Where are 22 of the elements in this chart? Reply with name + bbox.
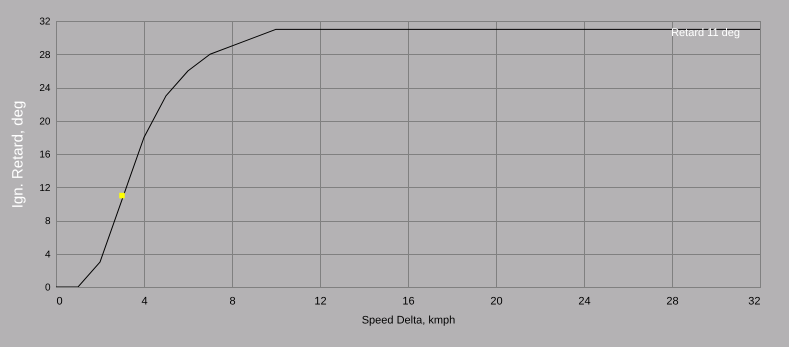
x-tick-label: 16 (402, 296, 415, 308)
y-tick-label: 0 (44, 282, 51, 294)
y-axis-title: Ign. Retard, deg (9, 100, 26, 208)
line-series (56, 28, 760, 287)
x-tick-label: 24 (578, 296, 591, 308)
y-tick-label: 28 (39, 50, 51, 61)
y-tick-label: 20 (39, 116, 51, 128)
y-tick-label: 12 (39, 182, 51, 194)
x-tick-label: 28 (666, 296, 679, 308)
x-tick-label: 32 (748, 296, 760, 308)
x-tick-label: 12 (314, 296, 327, 308)
y-tick-label: 16 (39, 150, 51, 160)
x-tick-label: 0 (56, 296, 63, 308)
x-tick-label: 8 (229, 296, 236, 308)
y-tick-label: 8 (44, 216, 51, 227)
x-tick-label: 4 (141, 296, 148, 308)
x-axis-title: Speed Delta, kmph (362, 314, 456, 326)
y-tick-label: 24 (39, 83, 51, 94)
x-tick-label: 20 (490, 296, 503, 308)
y-tick-label: 32 (39, 16, 51, 28)
y-tick-label: 4 (44, 249, 51, 260)
annotation: Retard 11 deg (671, 27, 740, 39)
